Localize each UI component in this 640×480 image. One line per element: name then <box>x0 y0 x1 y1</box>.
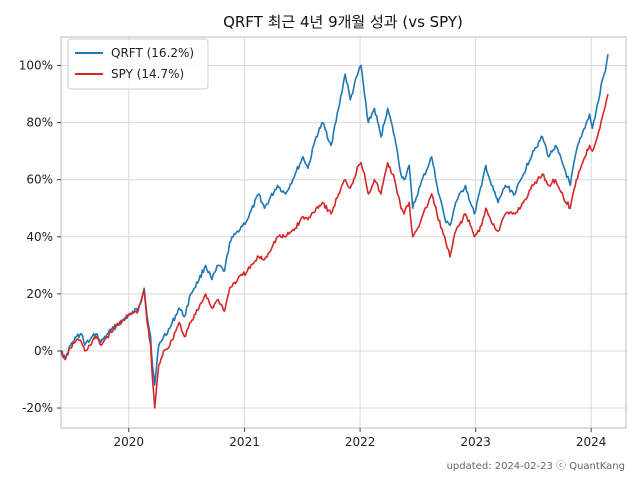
legend-label-qrft: QRFT (16.2%) <box>111 46 194 60</box>
y-tick-label: 80% <box>26 116 53 130</box>
y-tick-label: 100% <box>19 59 53 73</box>
plot-frame <box>60 36 627 429</box>
legend-box <box>67 38 209 90</box>
y-tick-label: -20% <box>22 401 53 415</box>
x-tick-label: 2023 <box>460 435 491 449</box>
y-tick-label: 40% <box>26 230 53 244</box>
chart-title: QRFT 최근 4년 9개월 성과 (vs SPY) <box>223 13 463 31</box>
x-tick-label: 2021 <box>229 435 260 449</box>
series-line-spy <box>60 93 609 409</box>
series-line-qrft <box>60 53 609 386</box>
y-tick-label: 0% <box>34 344 53 358</box>
x-tick-label: 2024 <box>576 435 607 449</box>
legend: QRFT (16.2%) SPY (14.7%) <box>67 38 209 90</box>
series-lines <box>60 53 609 409</box>
x-tick-label: 2020 <box>113 435 144 449</box>
y-tick-label: 60% <box>26 173 53 187</box>
x-tick-label: 2022 <box>345 435 376 449</box>
footer-note: updated: 2024-02-23 ⓒ QuantKang <box>447 460 625 472</box>
axes: -20% 0% 20% 40% 60% 80% 100% 2020 2021 2022 2023 20… <box>19 36 627 449</box>
grid <box>61 37 626 428</box>
legend-label-spy: SPY (14.7%) <box>111 67 184 81</box>
y-tick-label: 20% <box>26 287 53 301</box>
